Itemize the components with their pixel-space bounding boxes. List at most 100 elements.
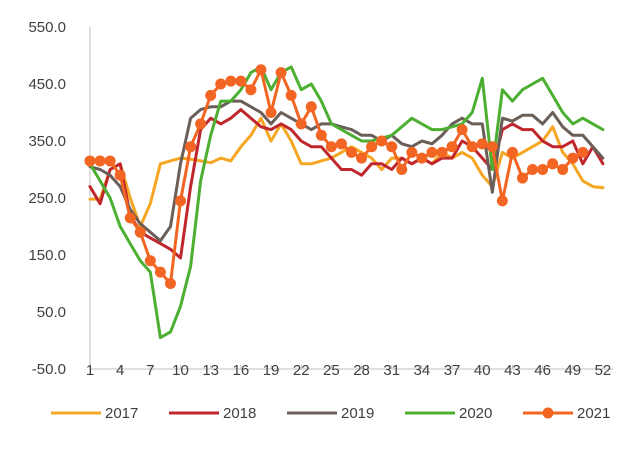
y-tick-label: 250.0 [28, 190, 66, 207]
data-point-2021 [426, 146, 438, 158]
data-point-2021 [406, 146, 418, 158]
data-point-2021 [436, 146, 448, 158]
x-tick-label: 34 [414, 362, 431, 379]
y-tick-label: 50.0 [37, 304, 66, 321]
legend-item-2019: 2019 [287, 405, 374, 422]
data-point-2021 [346, 146, 357, 158]
data-point-2021 [466, 141, 478, 153]
data-point-2021 [255, 64, 267, 76]
x-tick-label: 49 [564, 362, 581, 379]
data-point-2021 [114, 169, 126, 181]
data-point-2021 [577, 146, 589, 158]
legend-item-2018: 2018 [169, 405, 256, 422]
x-tick-label: 25 [323, 362, 340, 379]
data-point-2021 [305, 101, 317, 113]
legend-label: 2017 [105, 405, 138, 422]
data-point-2021 [205, 89, 217, 101]
x-tick-label: 28 [353, 362, 370, 379]
x-tick-label: 40 [474, 362, 491, 379]
data-point-2021 [104, 155, 116, 167]
data-point-2021 [245, 84, 257, 96]
legend-marker [542, 407, 554, 419]
x-tick-label: 1 [86, 362, 94, 379]
series-line-2019 [88, 99, 605, 243]
data-point-2021 [175, 195, 187, 207]
x-tick-label: 46 [534, 362, 551, 379]
x-tick-label: 4 [116, 362, 124, 379]
y-tick-label: 550.0 [28, 19, 66, 36]
data-point-2021 [537, 164, 549, 175]
series-line-2020 [88, 65, 605, 340]
data-point-2021 [154, 266, 166, 278]
x-tick-label: 37 [444, 362, 461, 379]
legend-label: 2020 [459, 405, 492, 422]
data-point-2021 [386, 141, 398, 153]
data-point-2021 [215, 78, 227, 90]
legend-item-2017: 2017 [51, 405, 138, 422]
x-tick-label: 13 [202, 362, 219, 379]
plot-series [84, 64, 605, 340]
data-point-2021 [84, 155, 96, 167]
data-point-2021 [486, 141, 498, 153]
data-point-2021 [376, 135, 388, 147]
legend-label: 2018 [223, 405, 256, 422]
y-tick-label: -50.0 [32, 361, 66, 378]
data-point-2021 [335, 138, 347, 150]
data-point-2021 [94, 155, 106, 167]
y-tick-label: 350.0 [28, 133, 66, 150]
data-point-2021 [366, 141, 378, 153]
data-point-2021 [496, 195, 508, 207]
series-2019 [88, 99, 605, 243]
x-tick-label: 7 [146, 362, 154, 379]
y-tick-label: 150.0 [28, 247, 66, 264]
y-tick-label: 450.0 [28, 76, 66, 93]
data-point-2021 [195, 118, 207, 130]
data-point-2021 [164, 278, 176, 289]
data-point-2021 [456, 124, 468, 136]
x-tick-label: 31 [383, 362, 400, 379]
data-point-2021 [516, 172, 528, 184]
data-point-2021 [506, 146, 518, 158]
data-point-2021 [235, 75, 247, 87]
data-point-2021 [275, 67, 287, 79]
data-point-2021 [356, 152, 368, 164]
data-point-2021 [567, 152, 579, 164]
data-point-2021 [416, 152, 428, 164]
series-line-2021 [88, 68, 585, 285]
series-2021 [84, 64, 589, 289]
x-tick-label: 43 [504, 362, 521, 379]
x-tick-label: 52 [595, 362, 612, 379]
data-point-2021 [476, 138, 488, 150]
data-point-2021 [527, 164, 539, 175]
data-point-2021 [185, 141, 197, 153]
x-tick-label: 19 [263, 362, 280, 379]
data-point-2021 [285, 89, 297, 101]
x-tick-label: 10 [172, 362, 189, 379]
legend: 2017 2018 2019 2020 2021 [51, 405, 610, 422]
data-point-2021 [396, 164, 408, 175]
data-point-2021 [557, 164, 569, 175]
data-point-2021 [144, 255, 156, 267]
data-point-2021 [325, 141, 337, 153]
data-point-2021 [265, 107, 277, 118]
x-tick-label: 16 [233, 362, 250, 379]
series-2017 [88, 116, 605, 228]
data-point-2021 [547, 158, 559, 170]
y-axis-tick-labels: -50.0 50.0 150.0 250.0 350.0 450.0 550.0 [28, 19, 66, 378]
data-point-2021 [315, 129, 327, 141]
data-point-2021 [134, 226, 146, 238]
legend-label: 2021 [577, 405, 610, 422]
data-point-2021 [295, 118, 307, 130]
series-line-2017 [88, 116, 605, 228]
data-point-2021 [446, 141, 458, 153]
x-tick-label: 22 [293, 362, 310, 379]
legend-item-2020: 2020 [405, 405, 492, 422]
x-axis-tick-labels: 1 4 7 10 13 16 19 22 25 28 31 34 37 40 43 46 49 52 [86, 362, 611, 379]
data-point-2021 [124, 212, 136, 224]
x-axis-ticks [89, 365, 604, 369]
data-point-2021 [225, 75, 237, 87]
series-2020 [88, 65, 605, 340]
legend-item-2021: 2021 [523, 405, 610, 422]
legend-label: 2019 [341, 405, 374, 422]
